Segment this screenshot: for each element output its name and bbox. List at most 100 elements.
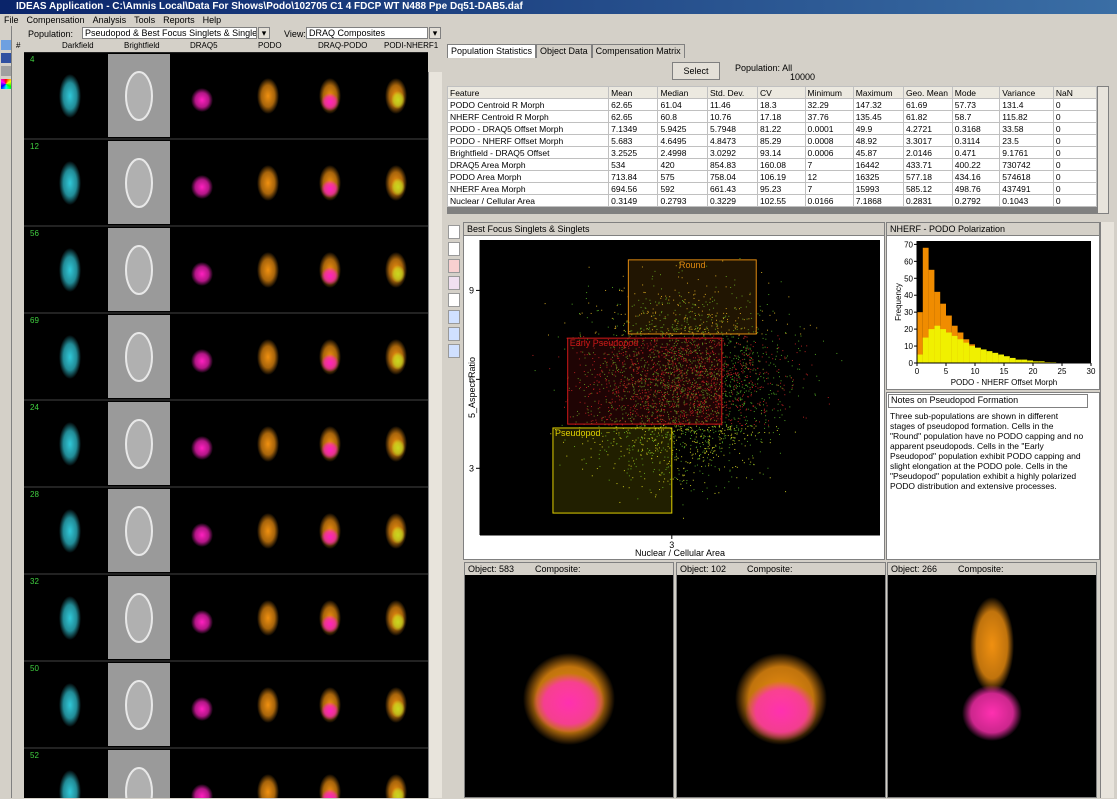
tool-icon[interactable] — [448, 225, 460, 239]
histogram-bar — [917, 355, 923, 363]
event-dot — [747, 341, 748, 342]
stat-value: 585.12 — [903, 183, 952, 195]
tool-icon[interactable] — [448, 293, 460, 307]
event-dot — [744, 462, 745, 463]
event-dot — [682, 475, 683, 476]
event-dot — [713, 457, 714, 458]
population-dropdown[interactable]: Pseudopod & Best Focus Singlets & Single… — [82, 27, 257, 39]
table-row[interactable]: PODO - DRAQ5 Offset Morph7.13495.94255.7… — [448, 123, 1097, 135]
event-dot — [806, 374, 807, 375]
event-dot — [622, 335, 623, 336]
event-dot — [739, 423, 740, 424]
brightfield-cell — [126, 420, 152, 468]
event-dot — [687, 470, 688, 471]
event-dot — [777, 371, 778, 372]
event-dot — [763, 338, 764, 339]
event-dot — [753, 458, 754, 459]
event-dot — [768, 383, 769, 384]
event-dot — [798, 348, 799, 349]
event-dot — [683, 468, 684, 469]
event-dot — [752, 479, 753, 480]
table-row[interactable]: PODO Area Morph713.84575758.04106.191216… — [448, 171, 1097, 183]
event-dot — [730, 372, 731, 373]
tool-icon[interactable] — [1, 66, 11, 76]
event-dot — [691, 430, 692, 431]
table-scrollbar[interactable] — [1097, 86, 1109, 214]
event-dot — [605, 290, 606, 291]
event-dot — [731, 360, 732, 361]
tool-icon[interactable] — [1, 53, 11, 63]
event-dot — [767, 347, 768, 348]
select-button[interactable]: Select — [672, 62, 720, 80]
tool-icon[interactable] — [448, 242, 460, 256]
event-dot — [681, 426, 682, 427]
event-dot — [769, 365, 770, 366]
column-header: CV — [758, 87, 806, 99]
dropdown-arrow[interactable]: ▾ — [258, 27, 270, 39]
event-dot — [784, 394, 785, 395]
event-dot — [759, 472, 760, 473]
event-dot — [724, 381, 725, 382]
stat-value: 61.04 — [658, 99, 708, 111]
row-id: 24 — [30, 403, 39, 412]
event-dot — [841, 360, 842, 361]
tool-icon[interactable] — [1, 40, 11, 50]
tool-icon[interactable] — [448, 259, 460, 273]
tab[interactable]: Population Statistics — [447, 44, 536, 58]
dropdown-arrow[interactable]: ▾ — [429, 27, 441, 39]
event-dot — [769, 315, 770, 316]
right-scrollbar[interactable] — [1100, 222, 1114, 798]
event-dot — [564, 322, 565, 323]
menu-item[interactable]: Reports — [163, 15, 195, 25]
stat-value: 3.3017 — [903, 135, 952, 147]
event-dot — [728, 373, 729, 374]
event-dot — [745, 428, 746, 429]
row-id: 50 — [30, 664, 39, 673]
event-dot — [803, 378, 804, 379]
event-dot — [800, 336, 801, 337]
tool-icon[interactable] — [1, 79, 11, 89]
table-row[interactable]: DRAQ5 Area Morph534420854.83160.08716442… — [448, 159, 1097, 171]
table-row[interactable]: Brightfield - DRAQ5 Offset3.25252.49983.… — [448, 147, 1097, 159]
event-dot — [734, 417, 735, 418]
event-dot — [746, 416, 747, 417]
notes-title[interactable]: Notes on Pseudopod Formation — [888, 394, 1088, 408]
tool-icon[interactable] — [448, 344, 460, 358]
event-dot — [684, 446, 685, 447]
tab[interactable]: Compensation Matrix — [592, 44, 685, 58]
menu-item[interactable]: File — [4, 15, 19, 25]
gallery-scrollbar[interactable] — [428, 72, 442, 798]
event-dot — [614, 312, 615, 313]
event-dot — [703, 444, 704, 445]
table-row[interactable]: NHERF Area Morph694.56592661.4395.237159… — [448, 183, 1097, 195]
event-dot — [730, 401, 731, 402]
table-row[interactable]: Nuclear / Cellular Area0.31490.27930.322… — [448, 195, 1097, 207]
table-row[interactable]: NHERF Centroid R Morph62.6560.810.7617.1… — [448, 111, 1097, 123]
x-axis-label: PODO - NHERF Offset Morph — [951, 378, 1058, 387]
view-label: View: — [284, 29, 306, 39]
app-window: IDEAS Application - C:\Amnis Local\Data … — [0, 0, 1117, 798]
menu-item[interactable]: Help — [203, 15, 222, 25]
menu-item[interactable]: Compensation — [27, 15, 85, 25]
tool-icon[interactable] — [448, 276, 460, 290]
row-id: 69 — [30, 316, 39, 325]
stat-value: 61.69 — [903, 99, 952, 111]
view-dropdown[interactable]: DRAQ Composites — [306, 27, 428, 39]
stat-value: 95.23 — [758, 183, 806, 195]
event-dot — [699, 443, 700, 444]
event-dot — [735, 433, 736, 434]
event-dot — [755, 384, 756, 385]
event-dot — [740, 344, 741, 345]
event-dot — [724, 344, 725, 345]
y-tick-label: 0 — [909, 359, 914, 368]
menu-item[interactable]: Analysis — [93, 15, 127, 25]
tool-icon[interactable] — [448, 327, 460, 341]
tool-icon[interactable] — [448, 310, 460, 324]
tab[interactable]: Object Data — [536, 44, 592, 58]
feature-name: PODO Centroid R Morph — [448, 99, 609, 111]
column-header: Mode — [952, 87, 1000, 99]
table-row[interactable]: PODO - NHERF Offset Morph5.6834.64954.84… — [448, 135, 1097, 147]
event-dot — [695, 453, 696, 454]
menu-item[interactable]: Tools — [134, 15, 155, 25]
table-row[interactable]: PODO Centroid R Morph62.6561.0411.4618.3… — [448, 99, 1097, 111]
